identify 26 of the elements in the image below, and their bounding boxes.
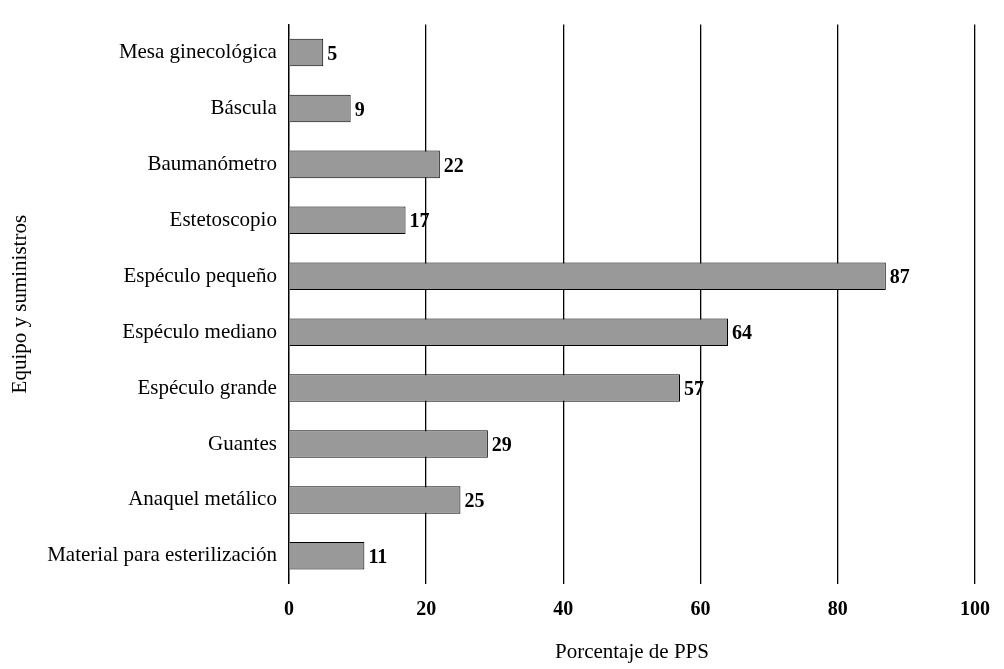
y-tick-label: Anaquel metálico xyxy=(128,486,277,511)
x-axis-title: Porcentaje de PPS xyxy=(554,638,709,663)
data-label: 87 xyxy=(889,265,910,288)
data-label: 11 xyxy=(368,545,388,568)
x-tick-label: 80 xyxy=(827,596,848,619)
x-tick-label: 60 xyxy=(690,596,711,619)
data-label: 25 xyxy=(464,489,485,512)
y-tick-label: Espéculo mediano xyxy=(122,318,277,343)
data-label: 64 xyxy=(732,321,753,344)
y-tick-label: Material para esterilización xyxy=(47,542,278,567)
y-tick-label: Guantes xyxy=(208,430,277,455)
x-tick-label: 40 xyxy=(553,596,574,619)
x-tick-label: 20 xyxy=(416,596,437,619)
y-tick-label: Espéculo grande xyxy=(137,374,277,399)
y-tick-label: Baumanómetro xyxy=(147,150,277,175)
data-label: 29 xyxy=(491,433,512,456)
y-tick-label: Estetoscopio xyxy=(169,206,277,231)
data-label: 22 xyxy=(443,153,464,176)
data-label: 9 xyxy=(354,97,365,120)
x-tick-label: 0 xyxy=(283,596,294,619)
x-tick-label: 100 xyxy=(960,596,990,619)
y-tick-label: Mesa ginecológica xyxy=(118,39,278,64)
y-tick-label: Báscula xyxy=(210,95,278,119)
y-tick-label: Espéculo pequeño xyxy=(123,262,277,287)
y-axis-title: Equipo y suministros xyxy=(7,214,32,394)
data-label: 5 xyxy=(327,41,338,64)
